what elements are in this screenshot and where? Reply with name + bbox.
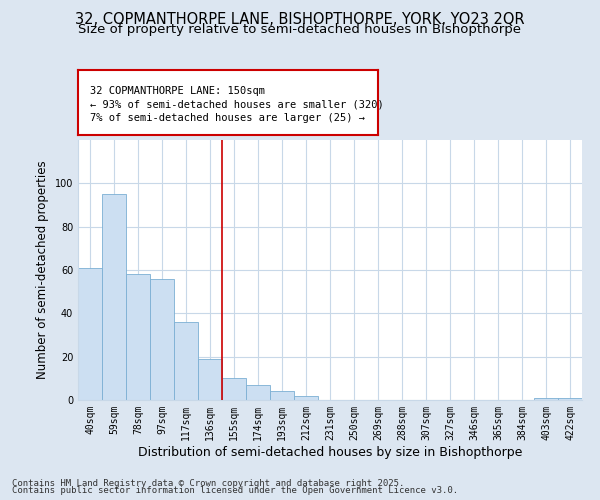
Bar — [270, 392, 294, 400]
Text: 32, COPMANTHORPE LANE, BISHOPTHORPE, YORK, YO23 2QR: 32, COPMANTHORPE LANE, BISHOPTHORPE, YOR… — [75, 12, 525, 28]
Text: Contains HM Land Registry data © Crown copyright and database right 2025.: Contains HM Land Registry data © Crown c… — [12, 478, 404, 488]
Bar — [294, 396, 318, 400]
Bar — [150, 278, 174, 400]
Bar — [558, 398, 582, 400]
Bar — [126, 274, 150, 400]
Y-axis label: Number of semi-detached properties: Number of semi-detached properties — [36, 160, 49, 380]
Bar — [222, 378, 246, 400]
Bar — [534, 398, 558, 400]
Bar — [246, 385, 270, 400]
Bar — [198, 359, 222, 400]
Text: 32 COPMANTHORPE LANE: 150sqm
← 93% of semi-detached houses are smaller (320)
7% : 32 COPMANTHORPE LANE: 150sqm ← 93% of se… — [90, 86, 384, 122]
Text: Contains public sector information licensed under the Open Government Licence v3: Contains public sector information licen… — [12, 486, 458, 495]
Bar — [78, 268, 102, 400]
Bar — [174, 322, 198, 400]
X-axis label: Distribution of semi-detached houses by size in Bishopthorpe: Distribution of semi-detached houses by … — [138, 446, 522, 458]
Bar — [102, 194, 126, 400]
Text: Size of property relative to semi-detached houses in Bishopthorpe: Size of property relative to semi-detach… — [79, 22, 521, 36]
